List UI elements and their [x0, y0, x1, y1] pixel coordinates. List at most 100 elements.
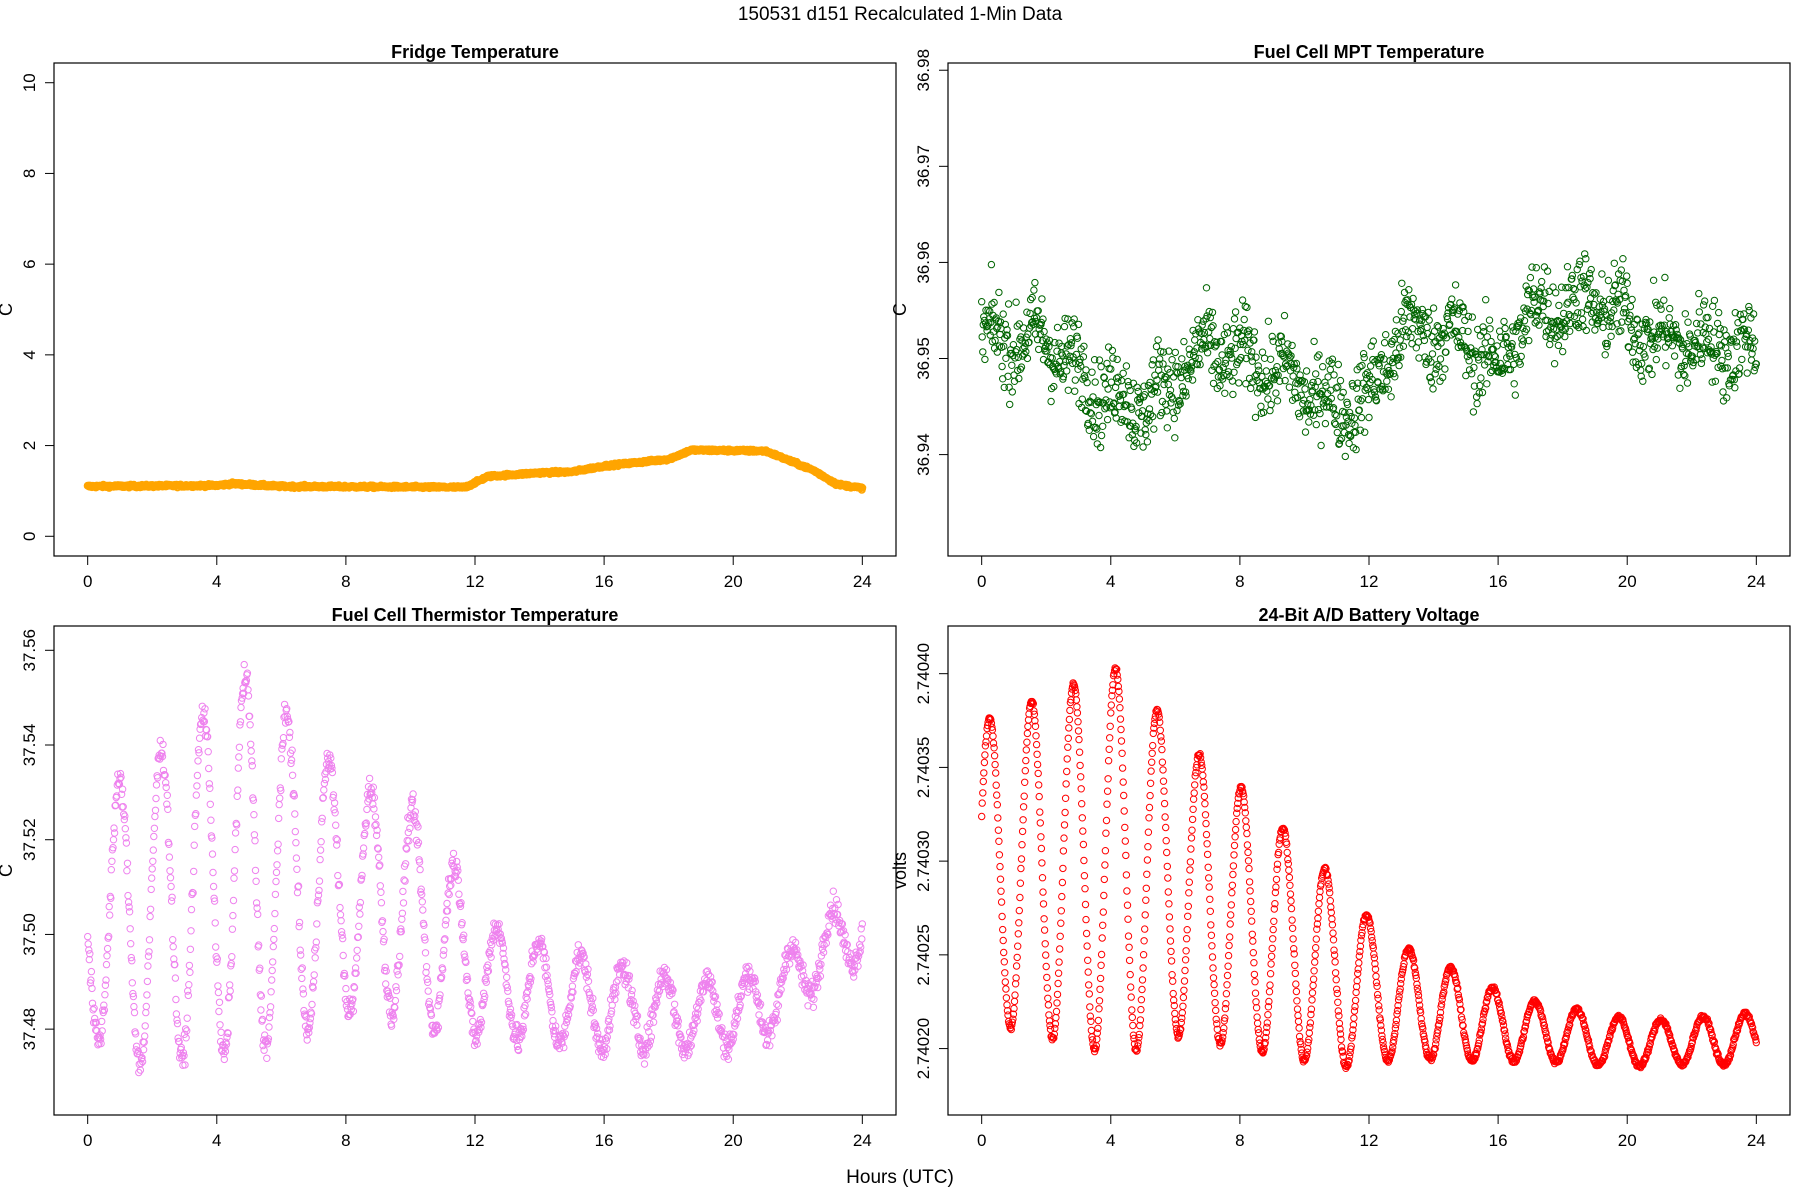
data-point: [1589, 308, 1598, 316]
data-point: [603, 1033, 611, 1041]
data-point: [1050, 1034, 1058, 1042]
data-point: [1743, 369, 1751, 377]
data-point: [263, 1054, 271, 1063]
data-point: [242, 676, 251, 685]
data-point: [1101, 847, 1110, 855]
data-point: [193, 771, 202, 780]
data-point: [1500, 317, 1508, 326]
data-point: [1575, 261, 1584, 269]
data-point: [1460, 308, 1468, 316]
data-point: [181, 1025, 190, 1033]
data-point: [1240, 315, 1248, 324]
data-point: [121, 812, 129, 820]
data-point: [1059, 373, 1068, 381]
data-point: [1177, 1018, 1186, 1027]
data-point: [1039, 315, 1047, 323]
data-point: [1427, 378, 1436, 386]
data-point: [373, 844, 382, 852]
data-point: [745, 962, 753, 971]
data-point: [349, 1007, 358, 1015]
data-point: [1123, 887, 1131, 895]
data-point: [128, 957, 136, 965]
data-point: [1083, 942, 1091, 950]
data-point: [1086, 1003, 1094, 1011]
data-point: [1165, 900, 1173, 908]
data-point: [88, 984, 96, 993]
data-point: [1732, 338, 1741, 346]
data-point: [1636, 341, 1644, 350]
data-point: [233, 821, 241, 829]
data-point: [1228, 889, 1236, 897]
data-point: [142, 1008, 150, 1017]
data-point: [1125, 956, 1134, 965]
data-point: [1333, 428, 1342, 437]
data-point: [1012, 962, 1021, 970]
data-point: [131, 1030, 140, 1038]
data-point: [1023, 738, 1031, 746]
data-point: [454, 867, 462, 875]
data-point: [143, 977, 152, 986]
data-point: [250, 831, 259, 839]
data-point: [1082, 366, 1090, 374]
data-point: [390, 1015, 398, 1023]
data-point: [208, 850, 217, 858]
data-point: [420, 933, 429, 941]
data-point: [1079, 827, 1087, 835]
data-point: [1515, 318, 1524, 326]
data-point: [518, 1032, 526, 1041]
data-point: [190, 841, 198, 849]
data-point: [1739, 315, 1747, 324]
data-point: [1114, 675, 1122, 684]
data-point: [1524, 286, 1532, 294]
data-point: [1265, 988, 1274, 996]
data-point: [1182, 947, 1190, 955]
data-point: [584, 965, 592, 973]
data-point: [1256, 1039, 1264, 1047]
data-point: [1364, 395, 1373, 404]
data-point: [1057, 919, 1065, 927]
data-point: [137, 1059, 145, 1068]
data-point: [399, 887, 407, 896]
data-point: [1327, 394, 1336, 403]
data-point: [424, 978, 432, 986]
data-point: [1227, 911, 1235, 919]
data-point: [1207, 341, 1215, 350]
data-point: [693, 1017, 701, 1025]
data-point: [1248, 357, 1257, 365]
data-point: [1017, 363, 1026, 371]
data-point: [1251, 978, 1259, 986]
data-point: [106, 911, 114, 919]
data-point: [269, 958, 277, 966]
data-point: [142, 1002, 151, 1011]
data-point: [1063, 367, 1071, 375]
data-point: [1136, 1016, 1145, 1024]
data-point: [1170, 996, 1178, 1004]
data-point: [1054, 979, 1062, 988]
y-axis-label: C: [890, 303, 910, 316]
data-point: [1211, 343, 1219, 351]
data-point: [713, 1000, 721, 1009]
data-point: [1135, 398, 1144, 407]
data-point: [1002, 354, 1010, 362]
data-point: [569, 974, 578, 983]
data-point: [1374, 379, 1382, 387]
data-point: [1249, 949, 1258, 957]
data-point: [1352, 445, 1360, 454]
data-series: [978, 664, 1761, 1073]
data-point: [509, 1022, 517, 1030]
data-point: [1384, 363, 1392, 371]
data-point: [689, 1030, 697, 1038]
data-point: [1010, 997, 1019, 1006]
data-point: [1086, 409, 1095, 417]
y-tick-label: 2.74035: [914, 737, 933, 798]
data-point: [352, 969, 360, 977]
data-point: [307, 1010, 316, 1018]
data-point: [640, 1060, 649, 1068]
data-point: [1156, 718, 1164, 726]
data-point: [1745, 302, 1753, 311]
data-point: [340, 969, 348, 978]
data-point: [729, 1035, 737, 1044]
data-point: [838, 920, 847, 928]
data-point: [350, 984, 359, 992]
data-point: [1711, 351, 1719, 359]
